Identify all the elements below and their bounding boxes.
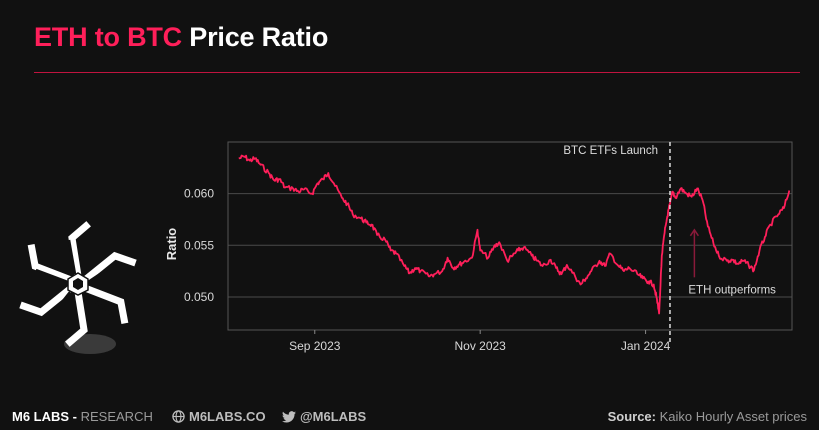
title-divider xyxy=(34,72,800,73)
page-title: ETH to BTC Price Ratio xyxy=(34,22,328,53)
plot-frame xyxy=(227,141,793,331)
footer-brand-sub: RESEARCH xyxy=(77,409,153,424)
outperform-label: ETH outperforms xyxy=(688,284,776,296)
etf-launch-label: BTC ETFs Launch xyxy=(563,145,658,157)
x-tick-label: Nov 2023 xyxy=(454,339,506,353)
title-accent: ETH to BTC xyxy=(34,22,182,52)
m6-starburst-logo xyxy=(12,221,142,354)
globe-icon xyxy=(172,410,185,423)
x-tick-label: Jan 2024 xyxy=(621,339,671,353)
x-axis: Sep 2023 Nov 2023 Jan 2024 xyxy=(289,330,671,353)
outperform-arrow-head xyxy=(689,228,700,237)
footer-twitter[interactable]: @M6LABS xyxy=(282,409,366,424)
footer-source: Source: Kaiko Hourly Asset prices xyxy=(608,409,807,424)
y-axis-label: Ratio xyxy=(164,228,179,261)
title-rest: Price Ratio xyxy=(181,22,329,52)
eth-btc-ratio-chart: 0.050 0.055 0.060 Sep 2023 Nov 2023 Jan 2024… xyxy=(164,141,793,353)
y-axis: 0.050 0.055 0.060 xyxy=(184,187,214,304)
y-tick-label: 0.055 xyxy=(184,238,214,252)
x-tick-label: Sep 2023 xyxy=(289,339,341,353)
series-line-eth-btc xyxy=(238,154,791,315)
y-tick-label: 0.060 xyxy=(184,187,214,201)
y-tick-label: 0.050 xyxy=(184,290,214,304)
twitter-bird-icon xyxy=(282,411,296,423)
footer-source-text: Kaiko Hourly Asset prices xyxy=(655,409,807,424)
chart-grid xyxy=(228,193,792,298)
footer-brand: M6 LABS - RESEARCH xyxy=(12,409,153,424)
footer-site-text: M6LABS.CO xyxy=(189,409,266,424)
footer-source-label: Source: xyxy=(607,409,656,424)
footer: M6 LABS - RESEARCH M6LABS.CO @M6LABS Sou… xyxy=(0,403,819,430)
footer-site[interactable]: M6LABS.CO xyxy=(172,409,266,424)
footer-brand-name: M6 LABS - xyxy=(12,409,77,424)
footer-twitter-text: @M6LABS xyxy=(300,409,367,424)
